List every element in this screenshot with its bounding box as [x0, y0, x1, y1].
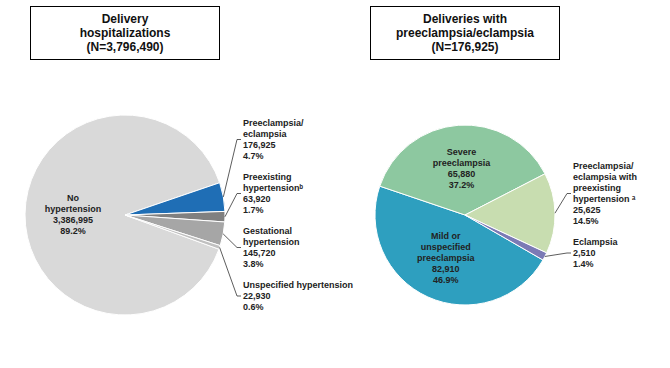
- svg-text:Preexistinghypertensionᵇ63,920: Preexistinghypertensionᵇ63,9201.7%: [243, 172, 304, 215]
- html-text:Deliveries with preeclampsia/e: Deliveries with preeclampsia/eclampsia (…: [396, 12, 534, 54]
- svg-text:Gestationalhypertension145,720: Gestationalhypertension145,7203.8%: [243, 226, 300, 269]
- svg-text:Preeclampsia/eclampsia withpre: Preeclampsia/eclampsia withpreexistinghy…: [573, 161, 637, 226]
- svg-text:Nohypertension3,386,99589.2%: Nohypertension3,386,99589.2%: [45, 193, 102, 236]
- svg-text:Mild orunspecifiedpreeclampsia: Mild orunspecifiedpreeclampsia82,91046.9…: [417, 231, 476, 285]
- svg-text:Unspecified hypertension22,930: Unspecified hypertension22,9300.6%: [243, 280, 353, 312]
- svg-text:Eclampsia2,5101.4%: Eclampsia2,5101.4%: [573, 237, 619, 269]
- svg-text:Preeclampsia/eclampsia176,9254: Preeclampsia/eclampsia176,9254.7%: [243, 118, 304, 161]
- svg-text:Severepreeclampsia65,88037.2%: Severepreeclampsia65,88037.2%: [433, 147, 492, 190]
- html-text:Delivery hospitalizations (N=3: Delivery hospitalizations (N=3,796,490): [79, 12, 171, 54]
